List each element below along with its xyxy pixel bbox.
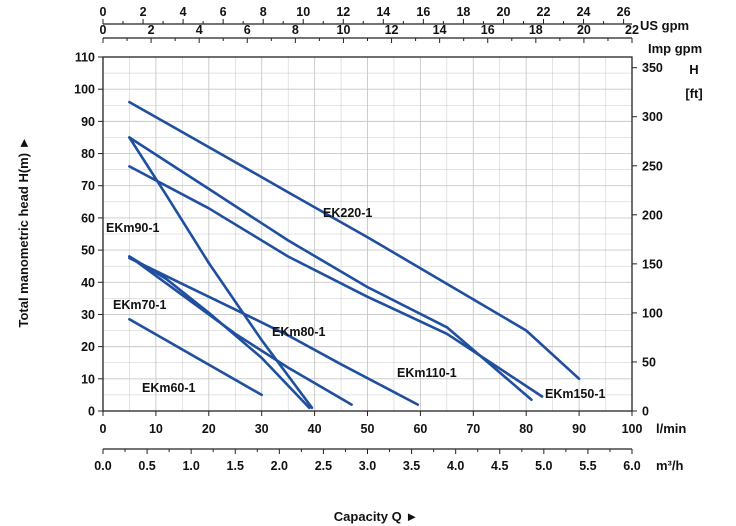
x-lmin-tick-label: 0 (100, 422, 107, 436)
y-left-tick-label: 110 (75, 51, 95, 65)
x-m3h-tick-label: 2.0 (271, 459, 288, 473)
series-line-ekm110-1 (128, 256, 420, 406)
x-imp-gpm-tick-label: 22 (625, 23, 639, 37)
x-m3h-tick-label: 4.5 (491, 459, 508, 473)
x-us-gpm-tick-label: 0 (100, 5, 107, 19)
x-us-gpm-tick-label: 2 (140, 5, 147, 19)
x-m3h-tick-label: 0.0 (94, 459, 111, 473)
x-lmin-tick-label: 20 (202, 422, 216, 436)
series-line-ek220-1 (128, 100, 581, 381)
x-us-gpm-tick-label: 4 (180, 5, 187, 19)
x-us-gpm-tick-label: 14 (376, 5, 390, 19)
y-left-tick-label: 80 (81, 147, 95, 161)
x-lmin-tick-label: 50 (361, 422, 375, 436)
x-lmin-tick-label: 80 (519, 422, 533, 436)
series-line-unlabeled (128, 136, 533, 402)
y-axis-title: Total manometric head H(m) ► (16, 136, 31, 327)
x-imp-gpm-tick-label: 16 (481, 23, 495, 37)
x-imp-gpm-tick-label: 18 (529, 23, 543, 37)
x-imp-gpm-tick-label: 20 (577, 23, 591, 37)
x-m3h-tick-label: 1.0 (182, 459, 199, 473)
x-axis-title: Capacity Q ► (334, 509, 418, 524)
x-m3h-unit: m³/h (656, 458, 684, 473)
y-right-tick-label: 0 (642, 405, 649, 419)
x-m3h-tick-label: 5.5 (579, 459, 596, 473)
y-right-unit: H (689, 62, 698, 77)
curves (128, 100, 581, 410)
series-label: EKm70-1 (113, 298, 167, 312)
x-imp-gpm-tick-label: 14 (433, 23, 447, 37)
series-label: EKm150-1 (545, 387, 605, 401)
x-imp-gpm-unit: Imp gpm (648, 41, 702, 56)
y-left-tick-label: 20 (81, 340, 95, 354)
x-us-gpm-unit: US gpm (640, 18, 689, 33)
y-left-tick-label: 100 (74, 83, 95, 97)
series-label: EKm80-1 (272, 325, 326, 339)
y-right-tick-label: 350 (642, 61, 663, 75)
y-right-tick-label: 100 (642, 306, 663, 320)
grid (102, 56, 633, 412)
x-us-gpm-tick-label: 12 (336, 5, 350, 19)
x-m3h-tick-label: 4.0 (447, 459, 464, 473)
y-right-tick-label: 150 (642, 257, 663, 271)
x-us-gpm-tick-label: 6 (220, 5, 227, 19)
x-us-gpm-tick-label: 16 (416, 5, 430, 19)
x-m3h-tick-label: 3.0 (359, 459, 376, 473)
y-left-tick-label: 70 (81, 179, 95, 193)
x-us-gpm-tick-label: 18 (456, 5, 470, 19)
series-label: EKm110-1 (397, 366, 457, 380)
x-imp-gpm-tick-label: 12 (385, 23, 399, 37)
y-right-unit-ft: [ft] (685, 86, 702, 101)
x-imp-gpm-tick-label: 2 (148, 23, 155, 37)
series-label: EKm90-1 (106, 221, 160, 235)
x-m3h-tick-label: 5.0 (535, 459, 552, 473)
y-right-tick-label: 250 (642, 159, 663, 173)
x-us-gpm-tick-label: 8 (260, 5, 267, 19)
y-left-tick-label: 0 (88, 405, 95, 419)
x-us-gpm-tick-label: 26 (617, 5, 631, 19)
x-imp-gpm-tick-label: 4 (196, 23, 203, 37)
y-left-tick-label: 40 (81, 276, 95, 290)
axes (98, 19, 637, 454)
x-m3h-tick-label: 6.0 (623, 459, 640, 473)
x-lmin-tick-label: 10 (149, 422, 163, 436)
y-left-tick-label: 30 (81, 308, 95, 322)
x-lmin-tick-label: 100 (622, 422, 643, 436)
x-us-gpm-tick-label: 24 (577, 5, 591, 19)
series-line-ekm150-1 (128, 165, 544, 398)
x-lmin-tick-label: 60 (413, 422, 427, 436)
y-right-tick-label: 300 (642, 110, 663, 124)
series-line-ekm80-1 (128, 255, 353, 406)
x-imp-gpm-tick-label: 0 (100, 23, 107, 37)
labels: 0102030405060708090100110050100150200250… (74, 5, 703, 473)
x-us-gpm-tick-label: 20 (497, 5, 511, 19)
x-us-gpm-tick-label: 10 (296, 5, 310, 19)
x-lmin-tick-label: 40 (308, 422, 322, 436)
series-label: EK220-1 (323, 206, 372, 220)
x-lmin-tick-label: 90 (572, 422, 586, 436)
x-m3h-tick-label: 3.5 (403, 459, 420, 473)
y-left-tick-label: 10 (81, 372, 95, 386)
x-imp-gpm-tick-label: 6 (244, 23, 251, 37)
x-lmin-tick-label: 70 (466, 422, 480, 436)
x-m3h-tick-label: 1.5 (227, 459, 244, 473)
y-left-tick-label: 90 (81, 115, 95, 129)
y-right-tick-label: 50 (642, 355, 656, 369)
x-imp-gpm-tick-label: 8 (292, 23, 299, 37)
x-m3h-tick-label: 0.5 (138, 459, 155, 473)
series-line-ekm60-1 (128, 317, 264, 397)
x-imp-gpm-tick-label: 10 (337, 23, 351, 37)
x-lmin-tick-label: 30 (255, 422, 269, 436)
x-us-gpm-tick-label: 22 (537, 5, 551, 19)
x-lmin-unit: l/min (656, 421, 686, 436)
y-right-tick-label: 200 (642, 208, 663, 222)
y-left-tick-label: 60 (81, 211, 95, 225)
y-left-tick-label: 50 (81, 244, 95, 258)
x-m3h-tick-label: 2.5 (315, 459, 332, 473)
series-label: EKm60-1 (142, 381, 196, 395)
